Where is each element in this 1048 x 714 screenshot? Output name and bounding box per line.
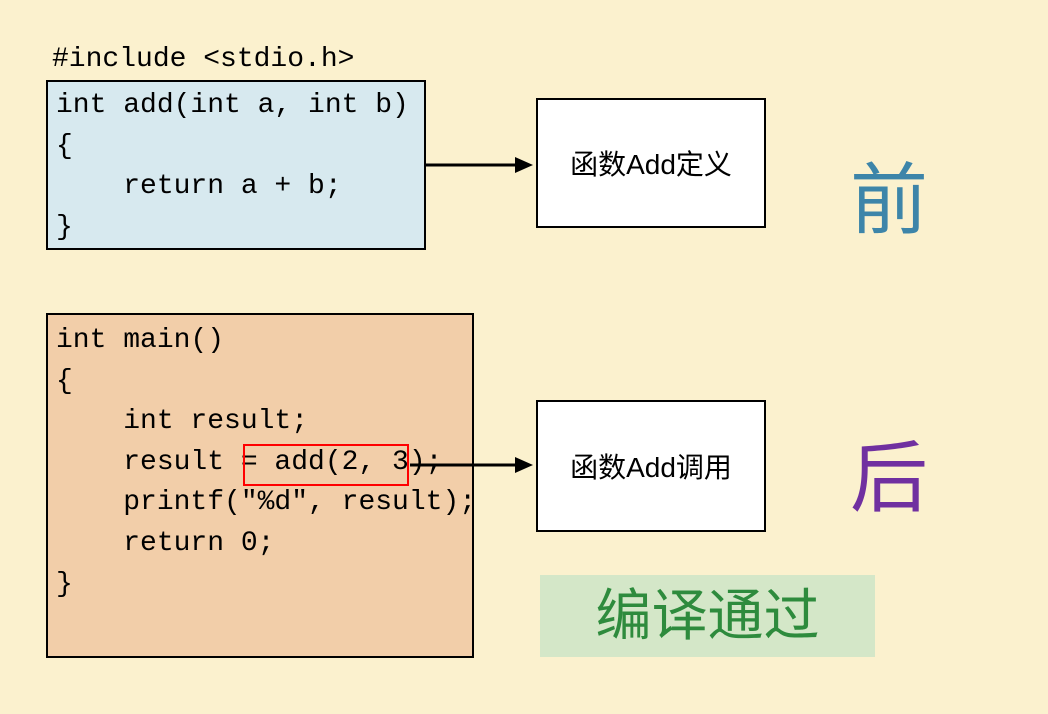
label-call: 函数Add调用 [536, 400, 766, 532]
compile-pass: 编译通过 [540, 575, 875, 657]
label-definition-text: 函数Add定义 [570, 143, 732, 183]
highlight-add-call [243, 444, 409, 486]
char-before: 前 [850, 138, 928, 250]
label-definition: 函数Add定义 [536, 98, 766, 228]
include-line: #include <stdio.h> [52, 40, 354, 81]
char-after: 后 [850, 416, 928, 528]
code-box-add: int add(int a, int b) { return a + b; } [46, 80, 426, 250]
label-call-text: 函数Add调用 [570, 446, 732, 486]
diagram-canvas: #include <stdio.h> int add(int a, int b)… [0, 0, 1048, 714]
code-add: int add(int a, int b) { return a + b; } [48, 82, 424, 248]
arrow-to-definition [426, 145, 553, 185]
arrow-to-call [410, 445, 553, 485]
